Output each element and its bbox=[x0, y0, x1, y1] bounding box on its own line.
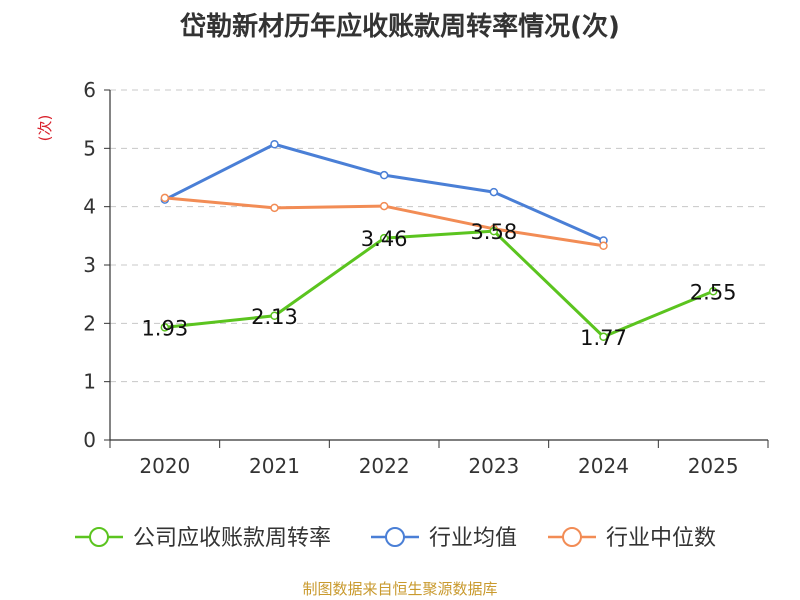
series-line bbox=[164, 229, 714, 339]
data-label: 2.55 bbox=[690, 280, 737, 304]
data-label: 3.46 bbox=[361, 227, 408, 251]
legend-swatch-marker bbox=[89, 527, 109, 547]
x-tick-label: 2021 bbox=[249, 454, 300, 478]
legend-label: 行业中位数 bbox=[606, 526, 716, 551]
legend-label: 公司应收账款周转率 bbox=[133, 526, 331, 551]
data-point bbox=[489, 187, 499, 197]
legend-item[interactable]: 公司应收账款周转率 bbox=[75, 526, 331, 551]
legend-item[interactable]: 行业均值 bbox=[371, 526, 517, 551]
data-label: 1.77 bbox=[580, 326, 627, 350]
source-note: 制图数据来自恒生聚源数据库 bbox=[302, 580, 498, 598]
data-point bbox=[708, 287, 718, 296]
data-labels: 1.93 2.13 3.46 3.58 1.77 2.55 bbox=[141, 220, 736, 350]
data-point bbox=[379, 201, 389, 211]
legend-label: 行业均值 bbox=[429, 526, 517, 551]
series-line bbox=[164, 142, 605, 242]
axes: 0 1 2 3 4 5 6 2020 2021 2022 2023 2024 2025 bbox=[83, 78, 769, 478]
data-point bbox=[599, 241, 608, 250]
y-tick-label: 5 bbox=[83, 136, 96, 160]
data-point bbox=[599, 332, 608, 341]
x-tick-label: 2025 bbox=[688, 454, 739, 478]
y-axis-unit-label: (次) bbox=[36, 115, 54, 142]
data-point bbox=[160, 193, 170, 203]
y-tick-label: 2 bbox=[83, 311, 96, 335]
data-point bbox=[270, 140, 279, 149]
x-tick-label: 2022 bbox=[359, 454, 410, 478]
data-point bbox=[270, 311, 279, 320]
chart-title: 岱勒新材历年应收账款周转率情况(次) bbox=[180, 12, 620, 42]
data-point bbox=[160, 323, 170, 332]
legend-swatch-marker bbox=[385, 527, 405, 547]
data-point bbox=[379, 170, 389, 180]
data-label: 2.13 bbox=[251, 305, 298, 329]
data-point bbox=[379, 233, 389, 243]
x-tick-label: 2023 bbox=[468, 454, 519, 478]
data-label: 3.58 bbox=[470, 220, 517, 244]
x-tick-label: 2020 bbox=[139, 454, 190, 478]
series-lines bbox=[160, 140, 718, 341]
legend-item[interactable]: 行业中位数 bbox=[548, 526, 716, 551]
y-tick-label: 6 bbox=[83, 78, 96, 102]
legend[interactable]: 公司应收账款周转率 行业均值 行业中位数 bbox=[75, 526, 716, 551]
x-tick-label: 2024 bbox=[578, 454, 629, 478]
y-tick-label: 3 bbox=[83, 253, 96, 277]
y-tick-label: 4 bbox=[83, 195, 96, 219]
y-tick-label: 0 bbox=[83, 428, 96, 452]
data-label: 1.93 bbox=[141, 316, 188, 340]
data-point bbox=[489, 226, 499, 236]
data-point bbox=[270, 203, 279, 213]
y-tick-label: 1 bbox=[83, 370, 96, 394]
legend-swatch-marker bbox=[562, 527, 582, 547]
